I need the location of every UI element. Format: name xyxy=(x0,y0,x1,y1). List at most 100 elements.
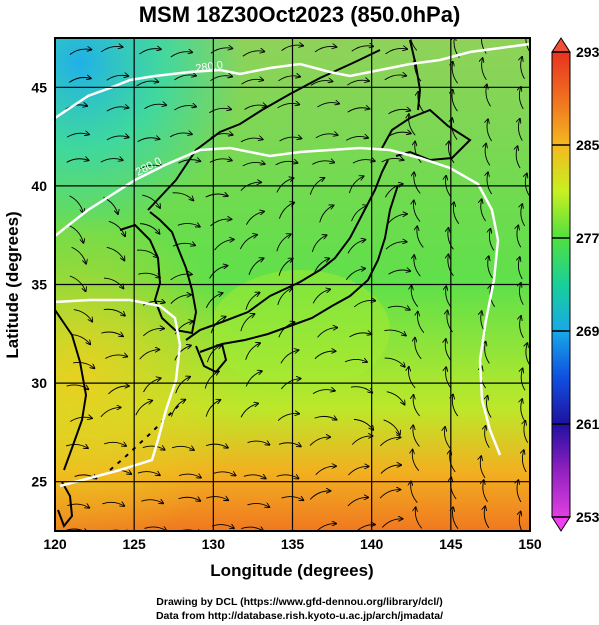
taiwan-coast xyxy=(57,481,74,528)
streamline xyxy=(209,266,228,279)
streamline xyxy=(104,442,126,446)
streamline xyxy=(415,142,422,163)
streamline xyxy=(177,223,200,226)
streamline xyxy=(315,466,336,476)
streamline xyxy=(210,76,232,82)
streamline xyxy=(414,255,421,277)
streamline xyxy=(278,443,301,447)
streamline xyxy=(519,512,523,531)
korean-peninsula-coast xyxy=(119,211,198,335)
sakhalin-coast xyxy=(409,39,422,111)
streamline xyxy=(319,205,334,223)
streamline xyxy=(411,481,418,503)
x-tick-label: 120 xyxy=(43,536,67,552)
streamline xyxy=(241,527,263,531)
streamline xyxy=(277,288,292,305)
streamline xyxy=(485,342,490,364)
streamline xyxy=(388,132,411,137)
streamline xyxy=(485,426,490,448)
streamline xyxy=(379,490,400,499)
streamline xyxy=(309,178,324,195)
streamline xyxy=(100,407,121,418)
streamline xyxy=(452,90,458,112)
streamline xyxy=(520,316,524,339)
x-tick-label: 125 xyxy=(122,536,146,552)
streamline xyxy=(480,456,486,479)
streamline xyxy=(481,38,487,54)
streamline xyxy=(278,76,301,82)
streamline xyxy=(388,109,411,115)
streamline xyxy=(352,160,375,164)
streamline xyxy=(211,525,234,529)
streamline xyxy=(414,200,421,222)
streamline xyxy=(387,306,410,310)
streamline xyxy=(279,137,302,142)
hokkaido-coast xyxy=(381,108,472,162)
streamline xyxy=(275,161,298,166)
streamline xyxy=(66,384,89,389)
streamline xyxy=(209,159,232,163)
y-tick-label: 30 xyxy=(31,375,47,391)
colorbar-body xyxy=(551,51,571,518)
streamline xyxy=(103,277,123,288)
streamline xyxy=(276,178,294,193)
streamline xyxy=(170,52,192,58)
streamline xyxy=(387,214,407,225)
streamline xyxy=(248,258,264,275)
streamline xyxy=(525,174,530,196)
streamline xyxy=(174,321,193,335)
streamline xyxy=(280,379,300,390)
streamline xyxy=(385,184,402,198)
credit-line-2: Data from http://database.rish.kyoto-u.a… xyxy=(155,610,444,622)
streamline xyxy=(277,103,300,109)
streamline xyxy=(206,497,228,501)
streamline xyxy=(142,446,165,450)
streamline xyxy=(348,466,368,476)
colorbar-label: 293 xyxy=(576,44,599,60)
streamline xyxy=(73,361,94,368)
streamline xyxy=(68,77,91,83)
map-title: MSM 18Z30Oct2023 (850.0hPa) xyxy=(138,2,461,27)
streamline xyxy=(280,350,299,364)
kyushu-coast xyxy=(195,343,228,374)
streamline xyxy=(381,519,402,528)
streamline xyxy=(487,119,492,142)
streamline xyxy=(69,225,84,243)
y-tick-label: 45 xyxy=(31,79,47,95)
streamline xyxy=(482,58,487,81)
streamline xyxy=(488,256,493,279)
x-tick-label: 130 xyxy=(202,536,226,552)
streamline xyxy=(174,75,196,81)
streamline xyxy=(137,472,160,476)
streamline xyxy=(388,270,411,275)
streamline xyxy=(142,194,160,208)
streamline xyxy=(312,390,335,394)
streamline xyxy=(241,79,264,85)
streamline xyxy=(487,396,492,418)
streamline xyxy=(205,194,228,198)
streamline xyxy=(309,437,330,446)
streamline xyxy=(516,146,521,169)
streamline xyxy=(142,301,165,306)
streamline xyxy=(345,269,365,281)
streamline xyxy=(100,159,123,163)
streamline xyxy=(101,331,123,336)
streamline xyxy=(144,527,166,531)
streamline xyxy=(277,413,299,421)
streamline xyxy=(138,272,160,277)
streamline xyxy=(413,425,420,447)
streamline xyxy=(525,38,530,52)
streamline xyxy=(486,84,491,107)
streamline xyxy=(100,46,122,53)
y-tick-labels: 25 30 35 40 45 xyxy=(31,79,47,489)
streamline xyxy=(205,444,228,448)
streamline xyxy=(481,199,486,222)
streamline xyxy=(453,202,460,225)
colorbar-bottom-triangle xyxy=(551,516,571,532)
streamline xyxy=(379,437,400,447)
colorbar-label: 261 xyxy=(576,416,599,432)
streamline xyxy=(409,367,416,389)
streamline xyxy=(356,525,375,531)
streamline xyxy=(278,259,293,276)
streamline xyxy=(281,45,303,51)
